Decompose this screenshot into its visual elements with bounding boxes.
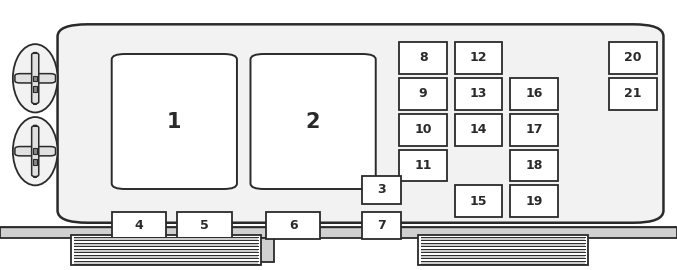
Text: 3: 3 [377, 183, 385, 196]
Bar [399, 150, 447, 181]
Ellipse shape [13, 117, 58, 185]
Bar [427, 238, 447, 262]
Text: 12: 12 [470, 51, 487, 64]
Bar [609, 42, 657, 74]
Ellipse shape [13, 44, 58, 112]
Bar [455, 114, 502, 146]
Text: 17: 17 [525, 123, 543, 136]
Bar [399, 78, 447, 110]
Bar [177, 212, 232, 239]
Bar [538, 238, 559, 262]
Bar [266, 212, 320, 239]
Bar [33, 86, 37, 92]
Text: 1: 1 [167, 112, 181, 131]
FancyBboxPatch shape [250, 54, 376, 189]
Bar [455, 185, 502, 217]
FancyBboxPatch shape [32, 53, 39, 104]
Bar [74, 261, 258, 264]
Text: 20: 20 [624, 51, 642, 64]
Bar [74, 237, 258, 241]
Bar [609, 78, 657, 110]
Text: 8: 8 [419, 51, 427, 64]
Text: 14: 14 [470, 123, 487, 136]
Bar [33, 76, 37, 81]
Text: 4: 4 [135, 219, 143, 232]
Bar [510, 185, 558, 217]
Bar [421, 255, 585, 258]
Text: 5: 5 [200, 219, 209, 232]
Text: 19: 19 [525, 195, 543, 208]
FancyBboxPatch shape [32, 126, 39, 177]
Bar [112, 212, 166, 239]
Bar [71, 235, 261, 265]
Bar [510, 150, 558, 181]
Text: 6: 6 [289, 219, 297, 232]
FancyBboxPatch shape [112, 54, 237, 189]
FancyBboxPatch shape [58, 24, 663, 223]
Text: 18: 18 [525, 159, 543, 172]
Bar [455, 42, 502, 74]
Bar [421, 237, 585, 241]
Bar [254, 238, 274, 262]
Text: 13: 13 [470, 87, 487, 100]
Bar [362, 212, 401, 239]
Bar [418, 235, 588, 265]
Bar [399, 42, 447, 74]
Bar [510, 78, 558, 110]
Bar [421, 243, 585, 247]
Bar [421, 249, 585, 252]
Bar [33, 159, 37, 165]
Text: 16: 16 [525, 87, 543, 100]
Text: 7: 7 [377, 219, 385, 232]
Bar [0, 227, 677, 238]
Bar [74, 249, 258, 252]
Text: 11: 11 [414, 159, 432, 172]
Bar [421, 261, 585, 264]
Bar [142, 238, 162, 262]
Text: 9: 9 [419, 87, 427, 100]
Text: 15: 15 [470, 195, 487, 208]
Bar [399, 114, 447, 146]
Text: 10: 10 [414, 123, 432, 136]
Bar [362, 176, 401, 204]
Bar [510, 114, 558, 146]
Text: 21: 21 [624, 87, 642, 100]
Bar [33, 148, 37, 154]
FancyBboxPatch shape [15, 147, 56, 156]
Bar [74, 255, 258, 258]
Bar [74, 243, 258, 247]
Bar [455, 78, 502, 110]
Text: 2: 2 [306, 112, 320, 131]
FancyBboxPatch shape [15, 74, 56, 83]
